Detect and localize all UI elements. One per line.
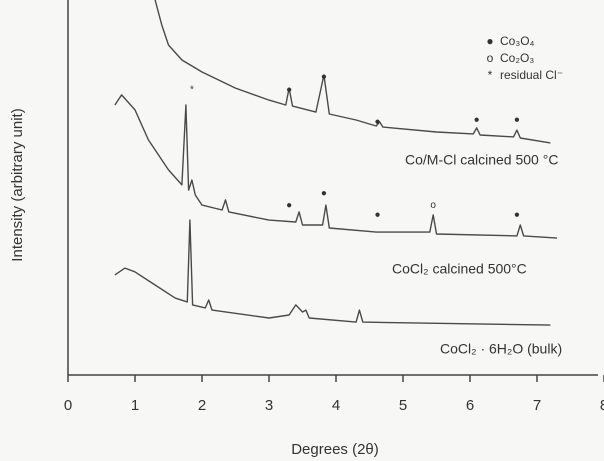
x-axis-title: Degrees (2θ) xyxy=(291,441,379,458)
peak-marker: ● xyxy=(321,72,327,83)
legend-label: residual Cl⁻ xyxy=(500,68,563,82)
x-tick-label: 6 xyxy=(466,397,474,414)
peak-marker: ● xyxy=(514,210,520,221)
legend-label: Co₃O₄ xyxy=(500,34,535,48)
peak-marker: * xyxy=(190,85,194,96)
legend-symbol: ● xyxy=(486,34,493,48)
series-label: CoCl₂ · 6H₂O (bulk) xyxy=(440,341,562,357)
peak-marker: ● xyxy=(375,117,381,128)
peak-marker: ● xyxy=(514,115,520,126)
x-tick-label: 0 xyxy=(64,397,72,414)
legend-symbol: o xyxy=(487,51,494,65)
peak-marker: ● xyxy=(286,85,292,96)
series-line xyxy=(154,0,551,144)
peak-marker: ● xyxy=(375,210,381,221)
y-axis-title: Intensity (arbitrary unit) xyxy=(9,108,26,261)
series-line xyxy=(114,94,558,239)
x-tick-label: 1 xyxy=(131,397,139,414)
x-tick-label: 4 xyxy=(332,397,340,414)
peak-marker: o xyxy=(430,200,436,211)
peak-marker: ● xyxy=(474,115,480,126)
x-tick-label: 2 xyxy=(198,397,206,414)
x-tick-label: 3 xyxy=(265,397,273,414)
x-tick-label: 8 xyxy=(600,397,604,414)
series-label: Co/M-Cl calcined 500 °C xyxy=(405,152,558,168)
x-tick-label: 5 xyxy=(399,397,407,414)
peak-marker: ● xyxy=(321,188,327,199)
legend-label: Co₂O₃ xyxy=(500,51,534,65)
x-tick-label: 7 xyxy=(533,397,541,414)
series-line xyxy=(114,219,551,326)
series-label: CoCl₂ calcined 500°C xyxy=(392,261,527,277)
legend-symbol: * xyxy=(488,68,493,82)
peak-marker: ● xyxy=(286,200,292,211)
